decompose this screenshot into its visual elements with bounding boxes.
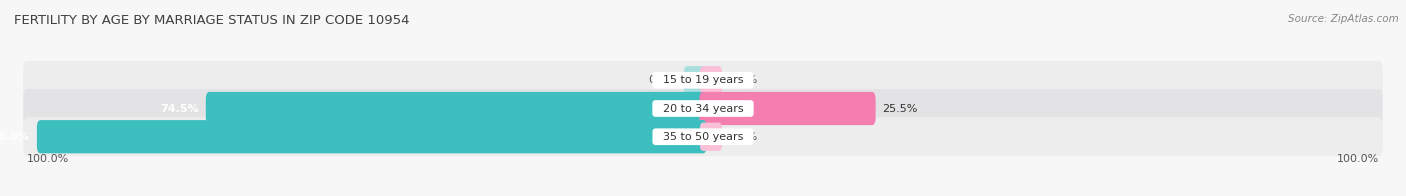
Text: 100.0%: 100.0% — [27, 154, 69, 164]
FancyBboxPatch shape — [700, 66, 723, 94]
FancyBboxPatch shape — [37, 120, 707, 153]
FancyBboxPatch shape — [24, 61, 1382, 100]
FancyBboxPatch shape — [205, 92, 707, 125]
FancyBboxPatch shape — [699, 92, 876, 125]
Text: 35 to 50 years: 35 to 50 years — [655, 132, 751, 142]
Text: 0.0%: 0.0% — [730, 132, 758, 142]
Text: 100.0%: 100.0% — [1337, 154, 1379, 164]
FancyBboxPatch shape — [683, 66, 706, 94]
Text: 15 to 19 years: 15 to 19 years — [655, 75, 751, 85]
FancyBboxPatch shape — [24, 89, 1382, 128]
Text: Source: ZipAtlas.com: Source: ZipAtlas.com — [1288, 14, 1399, 24]
FancyBboxPatch shape — [24, 117, 1382, 156]
Text: 20 to 34 years: 20 to 34 years — [655, 103, 751, 113]
Text: 0.0%: 0.0% — [648, 75, 676, 85]
FancyBboxPatch shape — [700, 123, 723, 151]
Text: 100.0%: 100.0% — [0, 132, 30, 142]
Text: 25.5%: 25.5% — [883, 103, 918, 113]
Text: 74.5%: 74.5% — [160, 103, 198, 113]
Text: 0.0%: 0.0% — [730, 75, 758, 85]
Text: FERTILITY BY AGE BY MARRIAGE STATUS IN ZIP CODE 10954: FERTILITY BY AGE BY MARRIAGE STATUS IN Z… — [14, 14, 409, 27]
